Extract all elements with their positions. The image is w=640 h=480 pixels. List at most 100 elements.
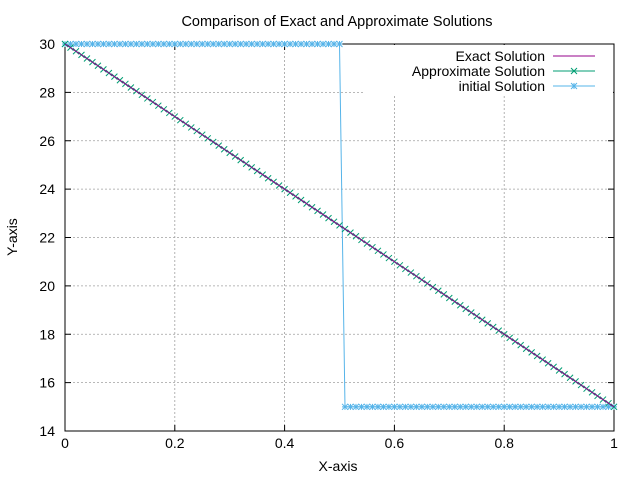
initial-solution-point <box>336 40 343 48</box>
initial-solution-point <box>363 403 371 411</box>
initial-solution-point <box>605 403 612 411</box>
initial-solution-point <box>116 40 124 48</box>
initial-solution-point <box>297 40 305 48</box>
initial-solution-point <box>308 40 316 48</box>
initial-solution-point <box>72 40 80 48</box>
initial-solution-point <box>434 403 442 411</box>
x-tick-label: 0.2 <box>165 435 185 451</box>
initial-solution-point <box>396 403 404 411</box>
chart-title: Comparison of Exact and Approximate Solu… <box>181 14 492 30</box>
initial-solution-point <box>215 40 223 48</box>
y-tick-label: 22 <box>39 230 55 246</box>
initial-solution-point <box>511 403 519 411</box>
initial-solution-point <box>550 403 557 411</box>
initial-solution-point <box>478 403 486 411</box>
initial-solution-point <box>572 403 579 411</box>
initial-solution-point <box>380 403 387 411</box>
initial-solution-point <box>198 40 206 48</box>
initial-solution-point <box>566 403 574 411</box>
initial-solution-point <box>226 40 234 48</box>
initial-solution-point <box>555 403 563 411</box>
initial-solution-point <box>67 40 74 48</box>
legend-background <box>365 45 613 95</box>
initial-solution-point <box>193 40 201 48</box>
axes: 0 0.2 0.4 0.6 0.8 1 14 16 18 20 22 24 26 28 30 <box>39 36 618 451</box>
initial-solution-point <box>242 40 250 48</box>
initial-solution-point <box>138 40 146 48</box>
plot-border <box>64 43 615 432</box>
y-tick-label: 24 <box>39 181 55 197</box>
initial-solution-point <box>259 40 266 48</box>
initial-solution-point <box>89 40 96 48</box>
initial-solution-point <box>176 40 184 48</box>
x-axis-label: X-axis <box>319 458 358 474</box>
initial-solution-point <box>402 403 409 411</box>
initial-solution-point <box>588 403 596 411</box>
initial-solution-point <box>358 403 365 411</box>
legend-marker <box>570 82 578 90</box>
initial-solution-point <box>544 403 552 411</box>
initial-solution-point <box>149 40 157 48</box>
legend-label: Exact Solution <box>456 48 546 64</box>
initial-solution-point <box>369 403 376 411</box>
x-tick-label: 0.4 <box>275 435 295 451</box>
y-tick-label: 20 <box>39 278 55 294</box>
initial-solution-point <box>83 40 91 48</box>
initial-solution-point <box>500 403 508 411</box>
exact-solution-line <box>64 43 615 408</box>
initial-solution-point <box>111 40 118 48</box>
legend-label: initial Solution <box>459 78 545 94</box>
initial-solution-point <box>78 40 85 48</box>
initial-solution-point <box>237 40 245 48</box>
initial-solution-point <box>292 40 299 48</box>
initial-solution-point <box>100 40 107 48</box>
x-tick-label: 0.6 <box>385 435 405 451</box>
initial-solution-point <box>253 40 261 48</box>
initial-solution-point <box>220 40 228 48</box>
initial-solution-point <box>374 403 382 411</box>
initial-solution-point <box>122 40 129 48</box>
initial-solution-point <box>154 40 162 48</box>
initial-solution-point <box>281 40 288 48</box>
initial-solution-point <box>583 403 590 411</box>
y-tick-label: 28 <box>39 84 55 100</box>
initial-solution-point <box>599 403 607 411</box>
x-tick-label: 1 <box>610 435 618 451</box>
initial-solution-point <box>209 40 217 48</box>
initial-solution-point <box>133 40 140 48</box>
y-tick-label: 18 <box>39 326 55 342</box>
initial-solution-point <box>330 40 338 48</box>
grid <box>65 44 614 431</box>
initial-solution-point <box>352 403 360 411</box>
initial-solution-point <box>264 40 272 48</box>
y-tick-label: 14 <box>39 423 55 439</box>
y-tick-label: 26 <box>39 133 55 149</box>
initial-solution-point <box>347 403 354 411</box>
initial-solution-point <box>165 40 173 48</box>
x-tick-label: 0 <box>61 435 69 451</box>
initial-solution-point <box>517 403 525 411</box>
legend-marker <box>570 67 578 75</box>
series-initial-solution <box>61 40 618 411</box>
initial-solution-point <box>105 40 113 48</box>
initial-solution-point <box>204 40 212 48</box>
y-tick-label: 30 <box>39 36 55 52</box>
initial-solution-point <box>429 403 437 411</box>
initial-solution-point <box>467 403 475 411</box>
initial-solution-point <box>314 40 321 48</box>
initial-solution-point <box>127 40 135 48</box>
initial-solution-point <box>248 40 256 48</box>
initial-solution-point <box>489 403 497 411</box>
initial-solution-point <box>594 403 601 411</box>
initial-solution-point <box>319 40 327 48</box>
initial-solution-point <box>495 403 503 411</box>
initial-solution-point <box>445 403 453 411</box>
initial-solution-point <box>182 40 190 48</box>
initial-solution-point <box>270 40 277 48</box>
initial-solution-point <box>577 403 585 411</box>
initial-solution-point <box>275 40 283 48</box>
initial-solution-point <box>160 40 168 48</box>
initial-solution-point <box>539 403 546 411</box>
